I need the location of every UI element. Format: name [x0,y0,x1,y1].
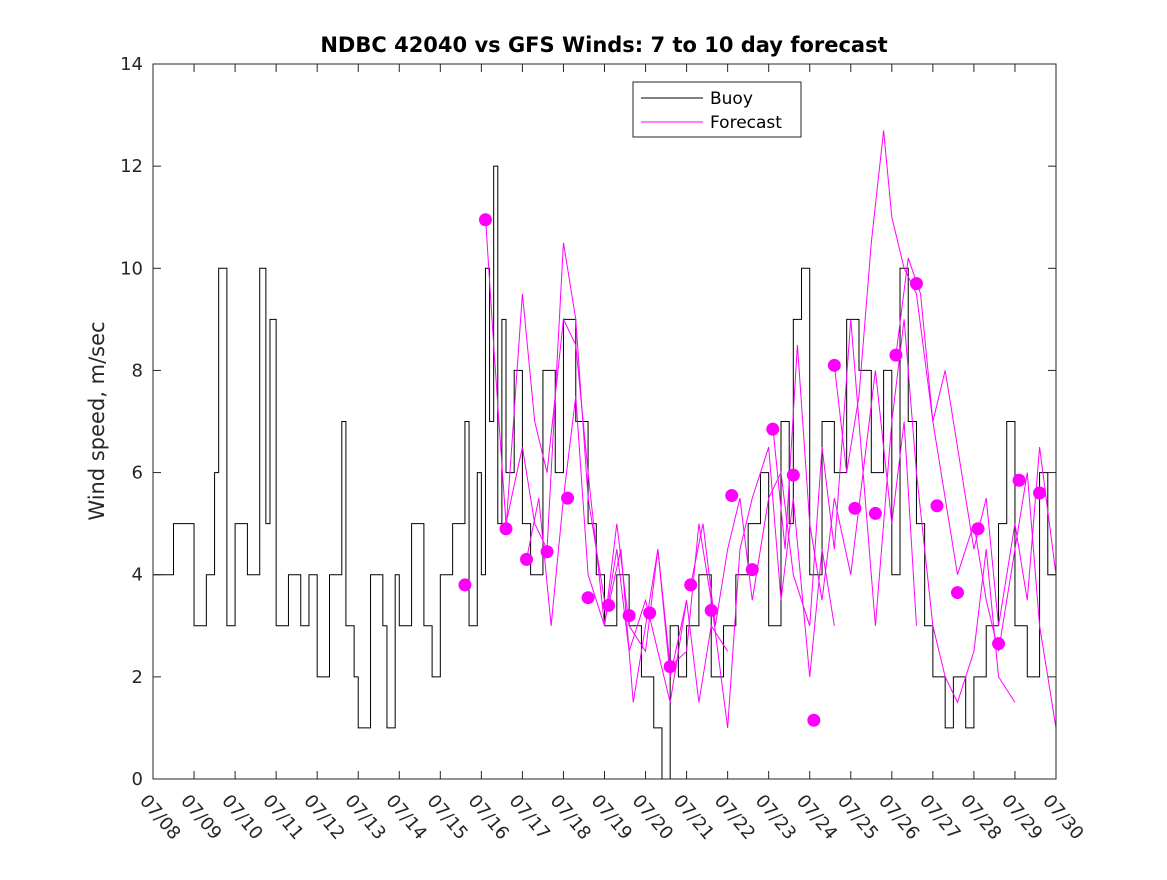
forecast-point [745,563,759,577]
forecast-point [868,506,882,520]
forecast-point [520,552,534,566]
forecast-point [643,606,657,620]
forecast-point [807,713,821,727]
forecast-series [484,130,1057,729]
legend: Buoy Forecast [632,81,802,138]
forecast-line [608,446,835,728]
forecast-point [458,578,472,592]
forecast-point [827,358,841,372]
forecast-point [889,348,903,362]
forecast-point [622,609,636,623]
forecast-point [684,578,698,592]
forecast-point [786,468,800,482]
buoy-line [153,165,1056,780]
y-axis-label: Wind speed, m/sec [85,321,109,520]
forecast-point [1012,473,1026,487]
forecast-point [602,598,616,612]
forecast-point [992,637,1006,651]
legend-label-forecast: Forecast [710,113,782,133]
forecast-point [950,586,964,600]
y-tick-label: 2 [132,667,143,688]
forecast-point [1033,486,1047,500]
forecast-point [581,591,595,605]
forecast-point [930,499,944,513]
plot-area [153,64,1056,779]
forecast-point [909,277,923,291]
forecast-point [704,603,718,617]
forecast-line [505,293,688,703]
y-tick-label: 10 [120,258,143,279]
forecast-point [971,522,985,536]
forecast-point [725,489,739,503]
forecast-point [848,501,862,515]
legend-label-buoy: Buoy [710,89,753,109]
forecast-point [561,491,575,505]
y-tick-label: 12 [120,156,143,177]
y-tick-label: 8 [132,360,143,381]
buoy-series [153,165,1056,780]
y-tick-label: 0 [132,769,143,790]
forecast-line [895,257,1057,729]
forecast-line [772,319,1016,704]
y-axis: 0 2 4 6 8 10 12 14 [120,54,1056,790]
forecast-point [478,213,492,227]
y-tick-label: 6 [132,463,143,484]
forecast-point [663,660,677,674]
legend-box [632,81,802,138]
forecast-point [540,545,554,559]
forecast-point [499,522,513,536]
forecast-markers [458,213,1047,727]
y-tick-label: 14 [120,54,143,75]
chart-title: NDBC 42040 vs GFS Winds: 7 to 10 day for… [320,33,887,57]
forecast-line [690,319,917,626]
forecast-point [766,422,780,436]
y-tick-label: 4 [132,565,143,586]
